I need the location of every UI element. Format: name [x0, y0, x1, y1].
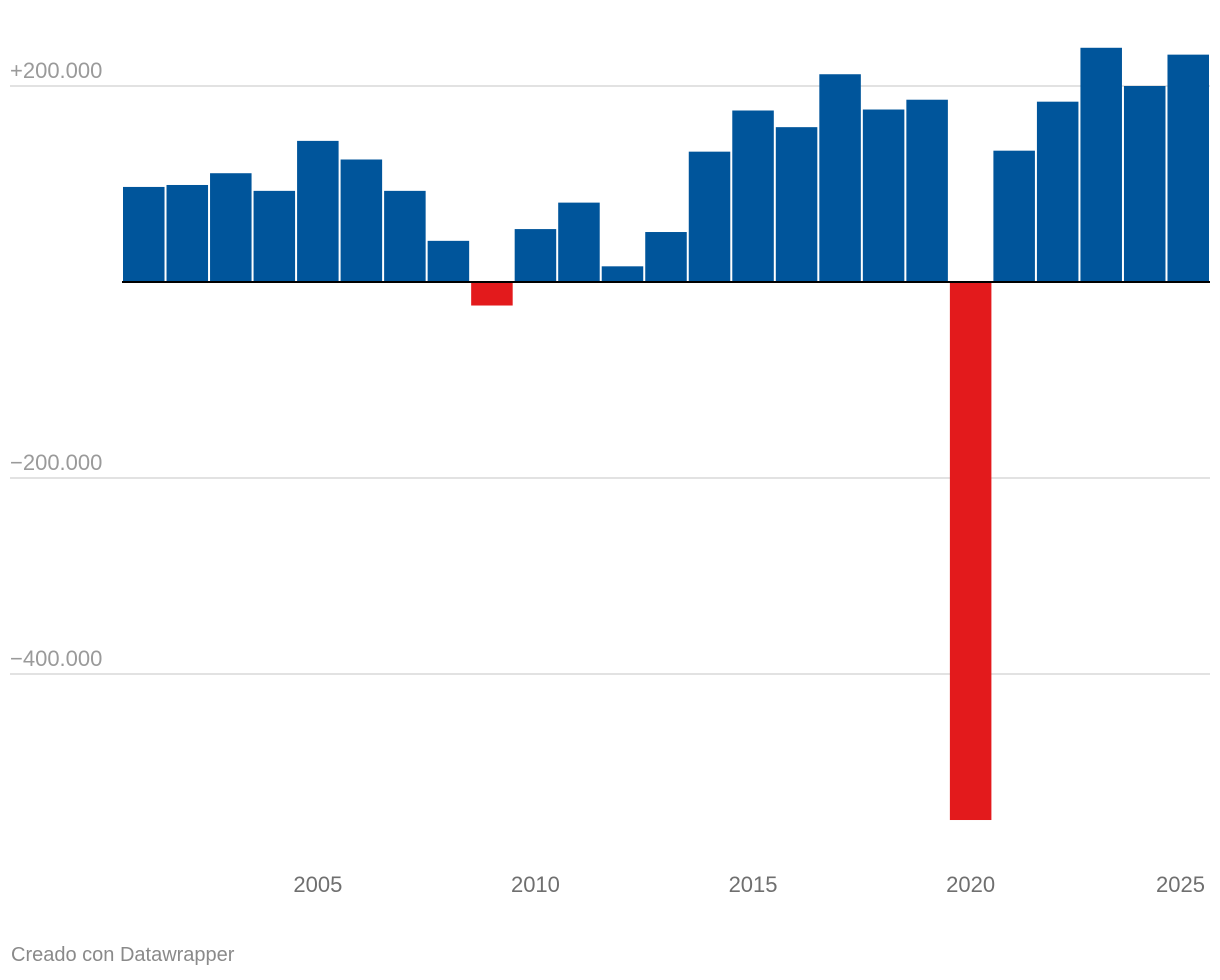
bar — [949, 282, 992, 821]
bar — [993, 150, 1035, 282]
x-tick-label: 2005 — [293, 872, 342, 897]
y-axis-tick-labels: +200.000 −200.000 −400.000 — [10, 58, 102, 671]
bars — [123, 47, 1209, 821]
bar — [123, 186, 165, 282]
x-tick-label: 2010 — [511, 872, 560, 897]
bar — [732, 110, 774, 282]
x-axis-tick-labels: 2005 2010 2015 2020 2025 — [293, 872, 1205, 897]
bar — [514, 229, 557, 282]
y-tick-label: −200.000 — [10, 450, 102, 475]
x-tick-label: 2015 — [729, 872, 778, 897]
bar — [1123, 86, 1166, 282]
x-tick-label: 2025 — [1156, 872, 1205, 897]
bar — [645, 232, 687, 282]
grid-lines — [10, 85, 1210, 675]
credit-text: Creado con Datawrapper — [11, 944, 235, 966]
bar — [862, 109, 905, 283]
bar — [253, 190, 296, 282]
bar — [297, 140, 339, 282]
bar — [1080, 47, 1122, 282]
bar-chart: +200.000 −200.000 −400.000 2005 2010 2015 202… — [10, 47, 1210, 897]
x-tick-label: 2020 — [946, 872, 995, 897]
bar — [775, 127, 818, 282]
bar — [340, 159, 383, 282]
bar — [1167, 54, 1209, 282]
bar — [558, 202, 600, 282]
bar — [1036, 101, 1079, 283]
bar — [471, 282, 513, 306]
bar — [210, 173, 252, 282]
bar — [688, 151, 731, 282]
bar — [166, 184, 209, 282]
bar — [819, 74, 861, 283]
bar — [384, 190, 426, 282]
bar — [427, 240, 470, 282]
y-tick-label: +200.000 — [10, 58, 102, 83]
y-tick-label: −400.000 — [10, 646, 102, 671]
bar — [906, 99, 948, 282]
bar — [601, 266, 644, 282]
